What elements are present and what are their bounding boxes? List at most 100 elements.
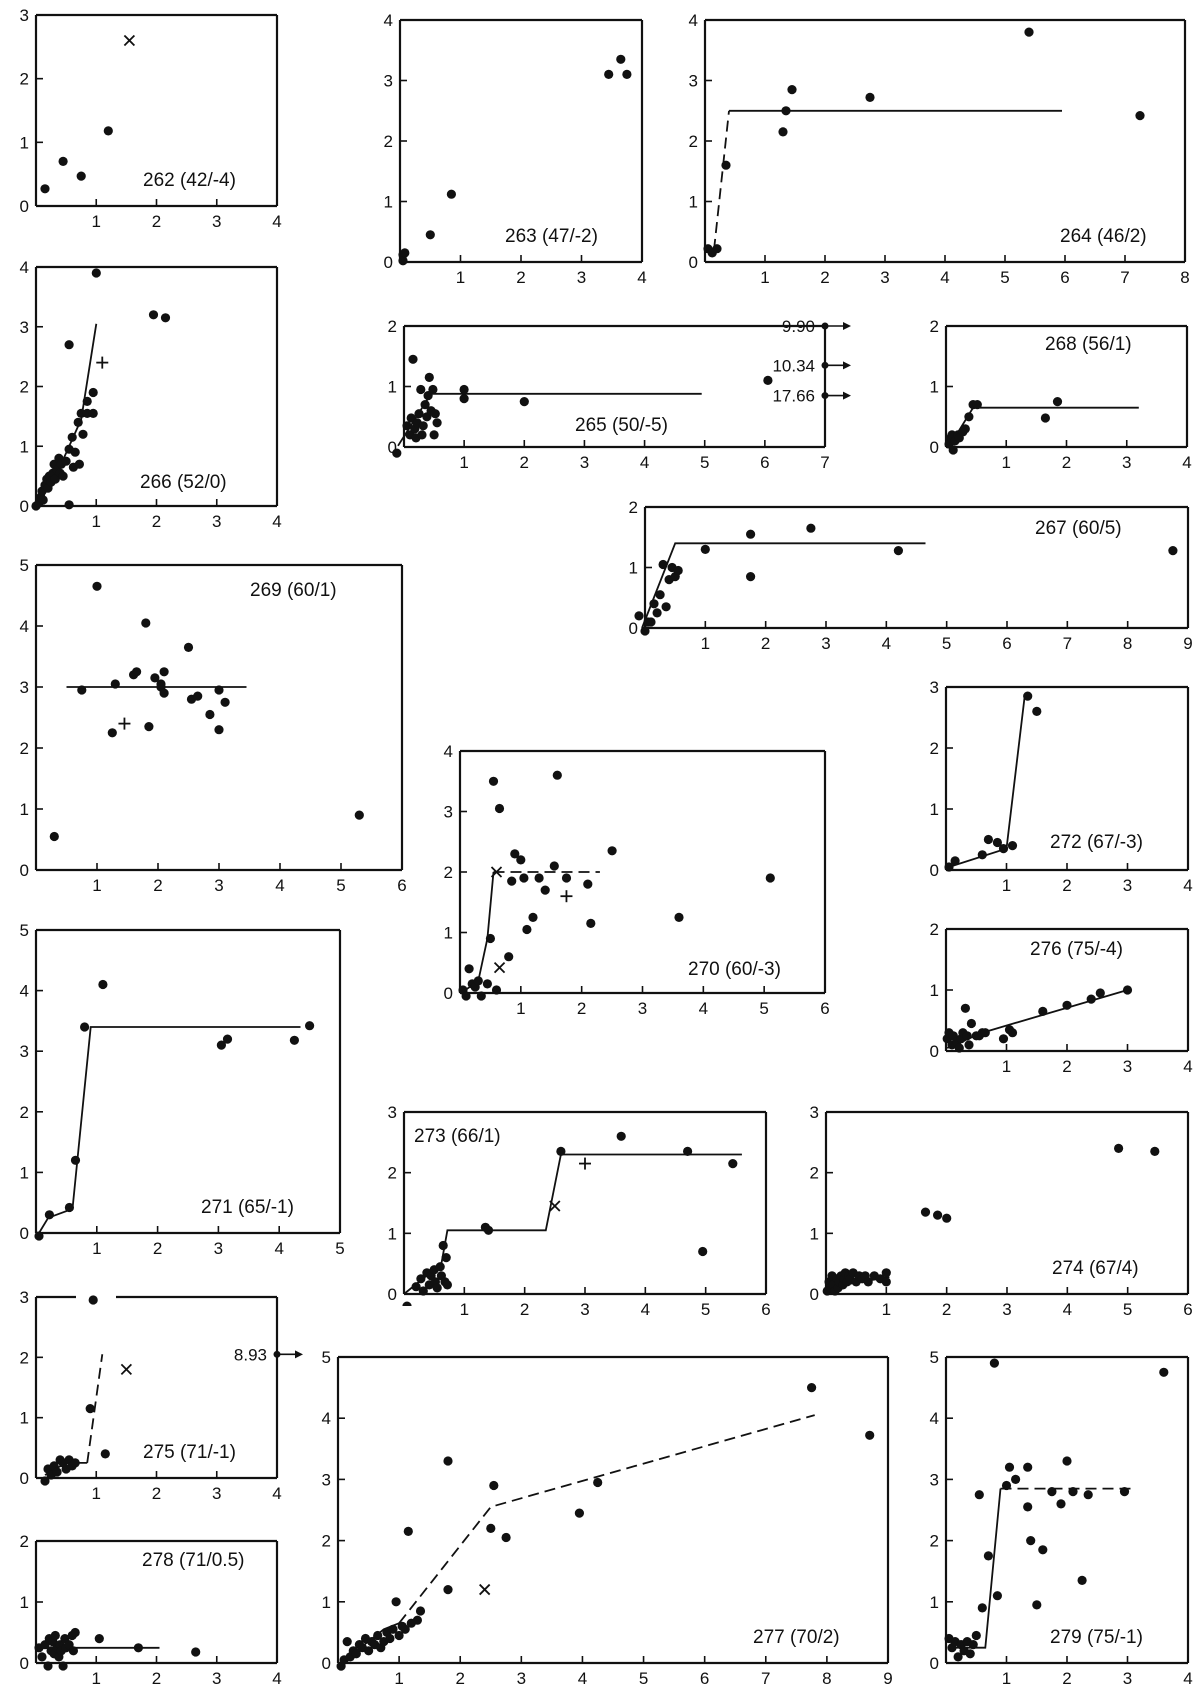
data-point <box>983 1551 994 1561</box>
offscale-value-label: 17.66 <box>772 387 815 406</box>
x-tick-label: 3 <box>214 1239 223 1258</box>
data-point <box>183 642 194 653</box>
y-tick-label: 4 <box>384 11 393 30</box>
data-point <box>400 248 410 258</box>
dashed-fit-line <box>398 1414 815 1624</box>
data-point <box>420 400 430 410</box>
y-tick-label: 1 <box>20 1163 29 1182</box>
x-tick-label: 2 <box>820 268 829 287</box>
data-point <box>193 691 203 701</box>
data-point <box>205 709 215 720</box>
data-point <box>683 1146 693 1156</box>
y-tick-label: 0 <box>20 1654 29 1673</box>
data-point <box>1062 1456 1072 1466</box>
data-point <box>971 1630 981 1641</box>
data-point <box>88 1295 98 1305</box>
data-point <box>214 725 224 735</box>
data-point <box>88 408 98 418</box>
panel-label: 275 (71/-1) <box>143 1442 236 1463</box>
y-tick-label: 2 <box>384 132 393 151</box>
panel-plot-area <box>34 1627 201 1671</box>
data-point <box>1135 111 1145 121</box>
data-point <box>1011 1474 1021 1484</box>
data-point <box>604 69 614 79</box>
panel-263: 1 2 3 4 0 1 2 3 4 263 (47/-2) <box>384 11 647 287</box>
data-point <box>94 1634 104 1644</box>
data-point <box>476 991 486 1001</box>
y-tick-label: 2 <box>930 920 939 939</box>
x-tick-label: 4 <box>272 212 281 231</box>
data-point <box>80 1022 90 1032</box>
panel-label: 263 (47/-2) <box>505 226 598 247</box>
data-point <box>980 1028 990 1038</box>
x-tick-label: 1 <box>92 512 101 531</box>
data-point <box>412 1615 422 1625</box>
solid-fit-line <box>948 406 1139 448</box>
data-point <box>373 1630 383 1641</box>
panel-265: 1 2 3 4 5 6 7 0 1 2 9.90 10.34 17.66 265 (50/-5) <box>388 317 851 472</box>
x-tick-label: 3 <box>580 453 589 472</box>
y-tick-label: 3 <box>20 318 29 337</box>
data-point <box>442 1280 452 1290</box>
x-tick-label: 4 <box>274 1239 283 1258</box>
x-tick-label: 2 <box>516 268 525 287</box>
data-point <box>1062 1000 1072 1010</box>
y-tick-label: 3 <box>322 1470 331 1489</box>
x-tick-label: 3 <box>1123 1669 1132 1688</box>
y-tick-label: 1 <box>20 133 29 152</box>
data-point <box>220 697 230 707</box>
data-point <box>655 590 665 600</box>
y-tick-label: 3 <box>20 1042 29 1061</box>
data-point <box>968 1640 978 1650</box>
data-point <box>351 1649 361 1659</box>
offscale-point <box>821 322 829 330</box>
solid-fit-line <box>949 1488 1002 1649</box>
data-point <box>132 667 142 677</box>
data-point <box>1159 1367 1169 1377</box>
panel-label: 266 (52/0) <box>140 472 227 493</box>
offscale-value-label: 9.90 <box>782 317 815 336</box>
x-tick-label: 5 <box>942 634 951 653</box>
panel-270: 1 2 3 4 5 6 0 1 2 3 4 270 (60/-3) <box>444 742 830 1018</box>
data-point <box>948 445 958 455</box>
x-tick-label: 2 <box>152 1484 161 1503</box>
data-point <box>977 850 987 860</box>
data-point <box>950 856 960 866</box>
y-tick-label: 3 <box>384 72 393 91</box>
data-point <box>43 1661 53 1671</box>
data-point <box>549 861 559 871</box>
panel-label: 270 (60/-3) <box>688 959 781 980</box>
offscale-arrow-head <box>295 1350 303 1359</box>
data-point <box>806 523 816 533</box>
x-tick-label: 3 <box>1123 876 1132 895</box>
data-point <box>441 1253 451 1263</box>
panel-plot-area <box>944 397 1139 455</box>
data-point <box>485 933 495 944</box>
panel-label: 273 (66/1) <box>414 1126 501 1147</box>
panel-label: 276 (75/-4) <box>1030 939 1123 960</box>
data-point <box>133 1643 143 1653</box>
data-point <box>1032 1600 1042 1610</box>
data-point <box>107 728 117 738</box>
data-point <box>616 54 626 64</box>
data-point <box>652 608 662 618</box>
data-point <box>960 1003 971 1013</box>
panel-label: 271 (65/-1) <box>201 1197 294 1218</box>
y-tick-label: 1 <box>384 193 393 212</box>
data-point <box>61 456 71 466</box>
data-point <box>438 1240 448 1251</box>
panel-label: 267 (60/5) <box>1035 518 1122 539</box>
x-tick-label: 2 <box>455 1669 464 1688</box>
offscale-arrow-head <box>843 391 851 400</box>
x-tick-label: 9 <box>1183 634 1192 653</box>
data-point <box>148 310 159 320</box>
data-point <box>141 618 151 628</box>
y-tick-label: 2 <box>388 317 397 336</box>
data-point <box>70 447 80 457</box>
y-tick-label: 4 <box>20 258 29 277</box>
x-tick-label: 2 <box>153 1239 162 1258</box>
data-point <box>998 844 1009 854</box>
data-point <box>443 1585 453 1595</box>
x-tick-label: 1 <box>92 1669 101 1688</box>
data-point <box>965 1649 975 1659</box>
